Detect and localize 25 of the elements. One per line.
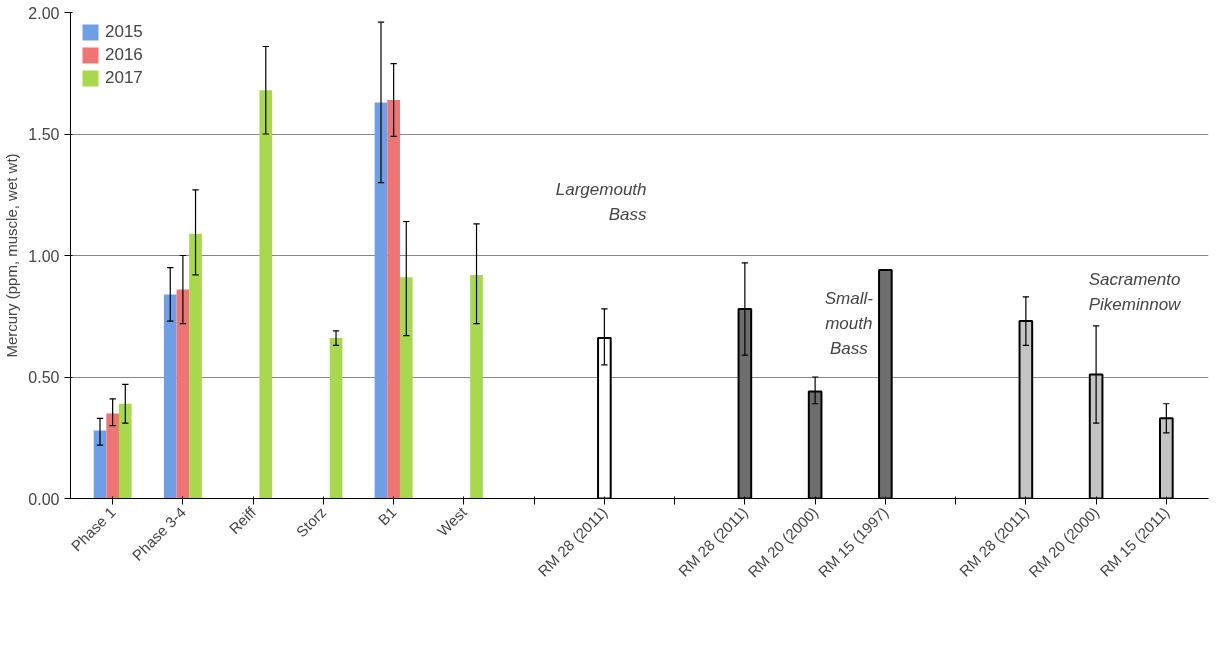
bar bbox=[189, 233, 202, 499]
bar bbox=[163, 294, 177, 499]
y-axis-title: Mercury (ppm, muscle, wet wt) bbox=[3, 153, 21, 358]
x-tick-label: B1 bbox=[374, 503, 400, 529]
annotation: Small- mouth Bass bbox=[824, 289, 874, 358]
legend-label: 2015 bbox=[105, 22, 143, 42]
bar bbox=[470, 274, 483, 499]
annotation: Sacramento Pikeminnow bbox=[1088, 270, 1183, 314]
y-tick-label: 0.50 bbox=[28, 369, 60, 386]
y-tick-label: 1.00 bbox=[28, 247, 60, 265]
annotation: Largemouth Bass bbox=[555, 180, 648, 224]
legend-label: 2017 bbox=[105, 68, 143, 88]
y-tick-label: 1.50 bbox=[28, 126, 60, 143]
bar bbox=[329, 338, 343, 499]
bar bbox=[399, 277, 413, 499]
bar bbox=[118, 403, 132, 499]
bar bbox=[93, 430, 107, 499]
bar bbox=[259, 90, 273, 499]
bar bbox=[176, 289, 190, 499]
bar bbox=[374, 102, 388, 499]
y-tick-label: 0.00 bbox=[28, 490, 60, 508]
y-tick-label: 2.00 bbox=[28, 4, 60, 22]
bar bbox=[106, 413, 119, 499]
legend-label: 2016 bbox=[105, 45, 143, 65]
bar bbox=[387, 99, 400, 499]
